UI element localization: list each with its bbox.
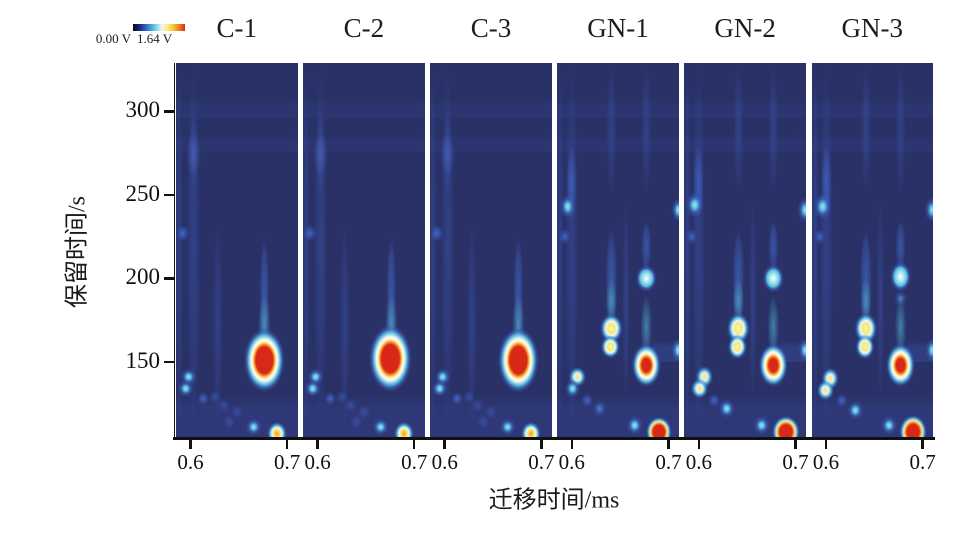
y-axis-label: 保留时间/s [64, 195, 91, 309]
x-tick-mark [540, 439, 543, 449]
y-tick-label: 200 [125, 264, 161, 290]
y-tick-mark [164, 277, 175, 280]
x-tick-mark [697, 439, 701, 449]
x-tick-label: 0.6 [177, 450, 204, 474]
y-tick-label: 150 [125, 347, 161, 373]
colorbar-max-label: 1.64 V [137, 31, 173, 46]
heatmap-GN-2 [684, 63, 806, 437]
panel-title-GN-3: GN-3 [841, 13, 904, 43]
y-tick-label: 250 [125, 180, 161, 206]
x-tick-mark [189, 439, 192, 449]
x-tick-label: 0.7 [782, 450, 809, 474]
x-tick-mark [667, 439, 670, 449]
colorbar-gradient [133, 24, 185, 31]
x-tick-label: 0.6 [304, 450, 331, 474]
bottom-axis-line [173, 437, 935, 440]
panel-title-GN-2: GN-2 [714, 13, 776, 43]
panel-title-C-1: C-1 [216, 13, 258, 43]
panel-title-C-2: C-2 [343, 13, 385, 43]
x-tick-mark [794, 439, 797, 449]
heatmap-GN-3 [811, 63, 933, 437]
x-tick-mark [824, 439, 828, 449]
x-tick-label: 0.6 [685, 450, 713, 474]
colorbar-min-label: 0.00 V [95, 31, 131, 46]
x-tick-label: 0.7 [274, 450, 301, 474]
y-tick-mark [164, 110, 175, 113]
x-tick-label: 0.7 [655, 450, 682, 474]
x-tick-mark [570, 439, 573, 449]
x-tick-label: 0.7 [528, 450, 555, 474]
x-tick-label: 0.7 [401, 450, 428, 474]
heatmap-GN-1 [557, 63, 679, 437]
x-axis-label: 迁移时间/ms [488, 487, 620, 514]
heatmap-C-2 [303, 63, 425, 437]
y-tick-mark [164, 193, 175, 197]
x-tick-mark [316, 439, 319, 449]
x-tick-mark [413, 439, 416, 449]
x-tick-label: 0.6 [558, 450, 585, 474]
y-tick-label: 300 [125, 97, 161, 123]
x-tick-mark [921, 439, 924, 449]
x-tick-mark [443, 439, 446, 449]
y-tick-mark [164, 360, 175, 364]
x-tick-label: 0.6 [431, 450, 458, 474]
left-axis-line [173, 63, 176, 439]
x-tick-label: 0.6 [812, 450, 840, 474]
panel-title-C-3: C-3 [470, 13, 512, 43]
heatmap-C-1 [176, 63, 298, 437]
x-tick-mark [285, 439, 289, 449]
heatmap-C-3 [430, 63, 552, 437]
x-tick-label: 0.7 [909, 450, 936, 474]
panel-title-GN-1: GN-1 [587, 13, 649, 43]
